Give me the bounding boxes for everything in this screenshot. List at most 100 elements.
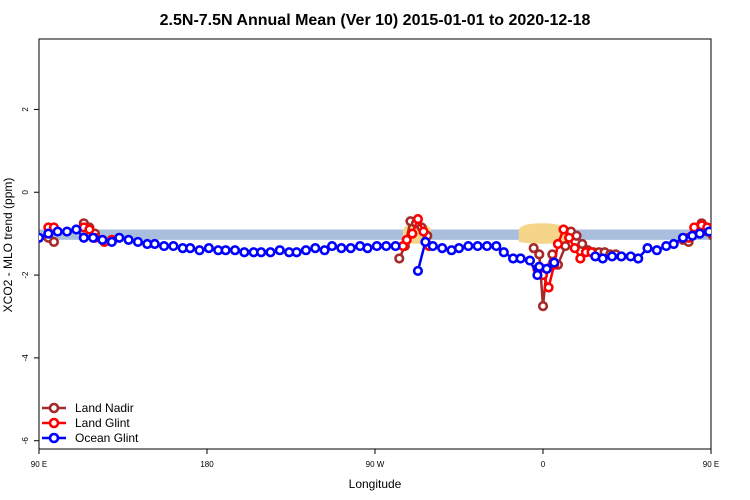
data-point [534,249,545,260]
legend-marker [48,417,60,429]
data-point [97,234,108,245]
series-layer [39,214,749,312]
data-point [394,253,405,264]
data-point [532,269,543,281]
data-point [577,238,588,250]
data-point [558,224,569,235]
data-point [106,236,117,248]
data-point [336,243,347,254]
y-tick-label: -6 [21,437,30,445]
data-point [132,236,144,248]
data-point [300,245,312,256]
data-point [549,257,560,268]
x-tick-label: 90 E [703,460,719,469]
data-point [717,238,725,246]
data-point [537,301,549,312]
chart-title: 2.5N-7.5N Annual Mean (Ver 10) 2015-01-0… [160,12,591,29]
data-point [668,238,679,250]
data-point [731,236,739,244]
data-point [412,265,424,277]
data-point [220,245,231,256]
data-point [694,228,705,239]
data-point [310,243,321,254]
data-point [543,282,554,293]
data-point [401,234,412,245]
data-point [427,240,438,252]
data-point [722,226,730,234]
data-point [418,226,429,237]
data-point [123,234,134,245]
data-point [528,243,539,254]
data-point [194,245,205,256]
land-band-1 [518,223,566,244]
data-point [168,240,179,252]
data-point [149,238,160,250]
data-point [88,232,99,243]
data-point [575,253,586,264]
data-point [345,243,356,254]
y-tick-label: 2 [21,107,30,112]
data-point [524,255,536,266]
data-point [677,232,689,243]
data-point [715,228,723,236]
data-point [453,243,465,254]
data-point [274,245,285,256]
data-point [158,240,170,252]
ocean-band [39,229,711,240]
data-point [616,251,627,262]
y-tick-label: -4 [21,354,30,362]
data-point [239,247,250,258]
series-ocean_glint [39,224,749,281]
legend-marker [48,432,60,444]
data-point [437,243,448,254]
data-point [256,247,267,258]
data-point [651,245,662,256]
data-point [564,232,575,243]
data-point [420,236,431,248]
legend-label: Land Nadir [75,401,134,415]
data-point [319,245,330,256]
data-point [390,240,401,252]
data-point [481,240,493,252]
x-axis-label: Longitude [349,477,402,491]
data-point [407,228,418,239]
data-point [633,253,644,264]
data-point [114,232,125,243]
data-point [203,243,214,254]
data-point [326,240,338,252]
y-tick-label: -2 [21,271,30,279]
data-point [606,251,618,262]
data-point [597,253,608,264]
data-point [185,243,196,254]
x-tick-label: 0 [541,460,546,469]
data-point [371,240,382,252]
data-point [61,226,73,237]
data-point [472,240,483,252]
data-point [52,226,63,237]
x-tick-label: 90 E [31,460,47,469]
x-tick-label: 90 W [366,460,385,469]
data-point [43,228,54,239]
legend-label: Ocean Glint [75,431,139,445]
data-point [265,247,276,258]
data-point [48,236,60,248]
data-point [291,247,302,258]
data-point [71,224,82,235]
data-point [515,253,526,264]
data-point [381,240,392,252]
legend-label: Land Glint [75,416,130,430]
data-point [642,243,653,254]
data-point [412,214,424,225]
data-point [704,226,711,237]
data-point [741,236,749,244]
data-point [541,263,552,274]
data-point [39,232,45,243]
data-point [229,245,241,256]
data-point [78,232,89,243]
y-axis-label: XCO2 - MLO trend (ppm) [1,178,15,313]
plot-area: 90 E 180 90 W 0 90 E -6 -4 -2 0 2 [21,38,749,469]
y-tick-label: 0 [21,189,30,194]
data-point [84,224,95,235]
